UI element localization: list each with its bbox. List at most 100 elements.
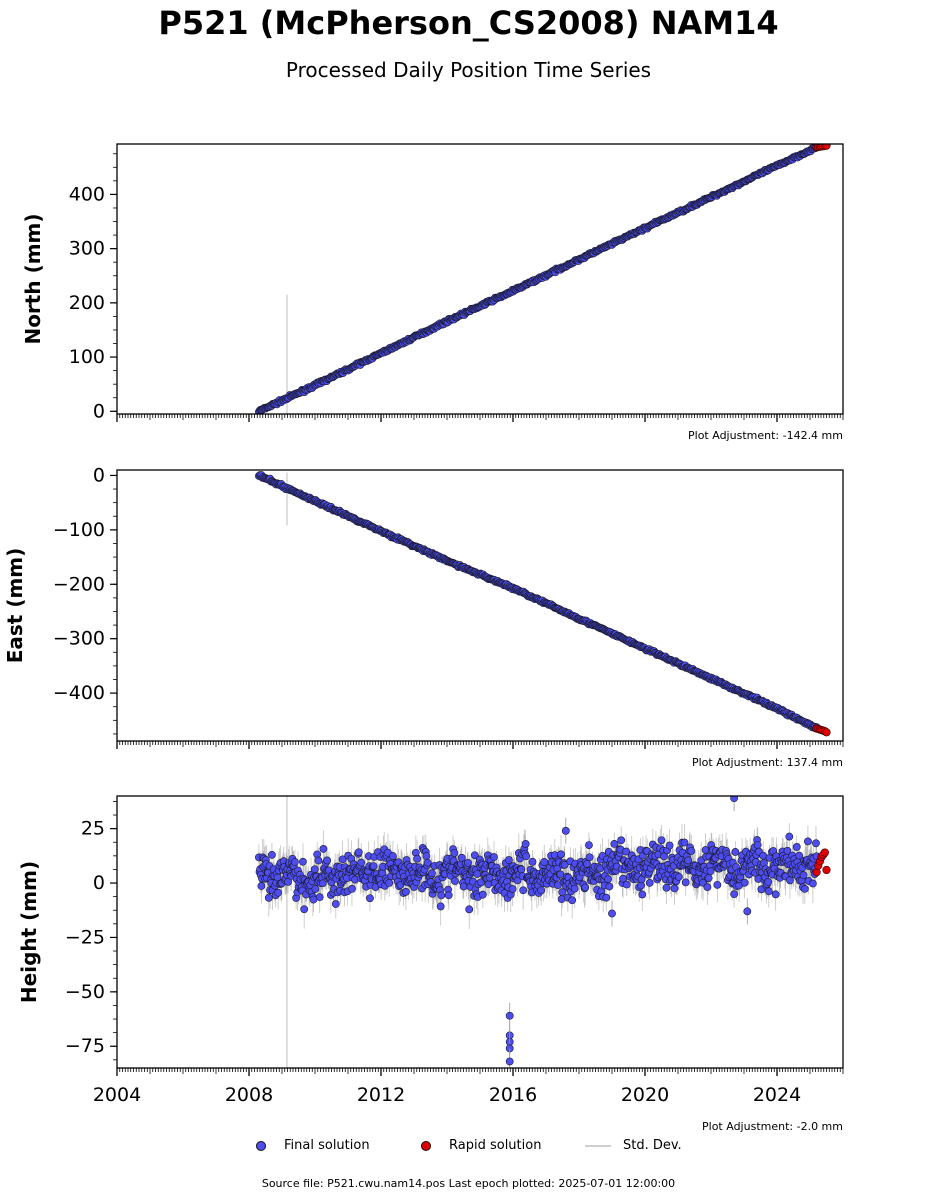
final-point: [687, 847, 696, 855]
y-tick-label: 0: [93, 872, 105, 894]
final-point: [568, 896, 577, 905]
final-point: [450, 849, 459, 857]
plot-adjustment-label: Plot Adjustment: -142.4 mm: [688, 429, 843, 442]
final-point: [478, 890, 487, 899]
final-point: [786, 876, 794, 885]
final-point: [464, 858, 472, 867]
final-point: [451, 877, 459, 885]
x-tick-label: 2004: [93, 1084, 141, 1106]
outlier-point: [730, 796, 738, 803]
axes-frame: [116, 469, 844, 742]
final-point: [459, 882, 468, 891]
final-point: [423, 858, 432, 867]
final-point: [508, 885, 517, 893]
final-point: [465, 905, 474, 914]
y-tick-label: 300: [69, 238, 105, 260]
final-point: [517, 865, 526, 874]
final-point: [681, 878, 690, 887]
final-point: [764, 878, 773, 886]
final-point: [470, 851, 479, 860]
rapid-point: [822, 728, 831, 737]
final-point: [602, 893, 611, 902]
final-point: [808, 879, 817, 888]
y-axis-label: Height (mm): [17, 861, 41, 1003]
final-point: [731, 848, 740, 856]
plot-adjustment-label: Plot Adjustment: 137.4 mm: [692, 756, 843, 769]
outlier-point: [561, 826, 570, 835]
final-point: [581, 883, 590, 892]
final-point: [730, 890, 738, 899]
final-point: [800, 885, 809, 893]
final-point: [670, 884, 679, 893]
y-tick-label: −100: [53, 519, 105, 541]
final-point: [556, 870, 565, 879]
y-tick-label: −400: [53, 682, 105, 704]
plot-area-2: [254, 796, 831, 1068]
final-point: [422, 852, 431, 860]
final-point: [338, 855, 347, 864]
y-tick-label: 0: [93, 400, 105, 422]
rapid-point: [822, 144, 831, 150]
y-tick-label: 100: [69, 346, 105, 368]
final-point: [617, 836, 626, 845]
final-solution-points: [254, 832, 821, 914]
final-point: [428, 869, 436, 878]
std-dev-line-icon: [585, 1144, 611, 1147]
final-point: [437, 891, 446, 900]
final-solution-marker-icon: [256, 1140, 266, 1151]
rapid-point: [822, 865, 831, 875]
rapid-solution-points: [812, 848, 831, 877]
final-point: [804, 837, 812, 846]
y-axis-label: East (mm): [3, 548, 27, 664]
final-point: [436, 902, 445, 911]
final-point: [713, 880, 722, 889]
final-point: [657, 836, 666, 845]
final-point: [318, 879, 327, 888]
final-point: [413, 854, 421, 863]
east-panel: 0 −100 −200 −300 −400 East (mm) Plot Adjustmen…: [3, 464, 844, 769]
final-point: [357, 858, 366, 867]
final-point: [348, 884, 356, 893]
final-point: [583, 859, 591, 868]
outlier-point: [505, 1011, 514, 1020]
final-point: [537, 886, 546, 895]
legend-final: Final solution: [256, 1138, 370, 1153]
page-subtitle: Processed Daily Position Time Series: [285, 58, 652, 82]
final-point: [680, 838, 689, 847]
rapid-solution-marker-icon: [421, 1140, 431, 1151]
y-tick-label: 400: [69, 183, 105, 205]
final-point: [674, 872, 683, 881]
rapid-point: [820, 848, 829, 857]
final-point: [457, 853, 466, 862]
plot-adjustment-label: Plot Adjustment: -2.0 mm: [702, 1120, 843, 1133]
north-panel: 0 100 200 300 400 North (mm) Plot Adjustment: …: [21, 143, 844, 442]
final-point: [703, 883, 712, 892]
rapid-solution-points: [812, 144, 831, 152]
final-point: [522, 852, 531, 861]
outlier-point: [743, 907, 752, 916]
legend: Final solution Rapid solution Std. Dev.: [0, 1138, 937, 1158]
final-point: [610, 839, 619, 848]
final-point: [785, 832, 794, 841]
final-point: [444, 891, 453, 900]
final-point: [645, 879, 654, 887]
final-point: [257, 882, 266, 890]
page-title: P521 (McPherson_CS2008) NAM14: [158, 4, 779, 42]
final-point: [783, 846, 792, 855]
final-point: [764, 887, 773, 896]
outlier-point: [608, 909, 616, 918]
height-panel: 25 0 −25 −50 −75 2004 2008 2012 2016 2020 2024 Heig…: [17, 795, 844, 1133]
y-tick-label: −50: [65, 981, 105, 1003]
final-point: [505, 856, 513, 864]
y-tick-label: 25: [81, 818, 105, 840]
final-point: [585, 841, 593, 849]
final-point: [402, 887, 410, 896]
final-point: [274, 888, 283, 897]
y-tick-label: −200: [53, 573, 105, 595]
y-tick-label: −25: [65, 926, 105, 948]
final-point: [795, 851, 804, 860]
time-series-figure: 0 100 200 300 400 North (mm) Plot Adjustment: …: [3, 143, 844, 1133]
final-point: [300, 905, 309, 914]
final-point: [315, 893, 324, 902]
final-point: [622, 847, 631, 856]
